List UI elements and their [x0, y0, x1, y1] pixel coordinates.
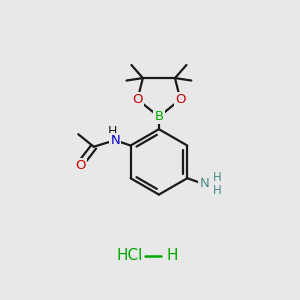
Text: HCl: HCl	[116, 248, 142, 263]
Text: H: H	[108, 125, 118, 138]
Text: B: B	[154, 110, 164, 123]
Text: O: O	[175, 93, 186, 106]
Text: O: O	[75, 159, 86, 172]
Text: N: N	[110, 134, 120, 147]
Text: H: H	[213, 184, 221, 196]
Text: H: H	[167, 248, 178, 263]
Text: H: H	[213, 170, 221, 184]
Text: O: O	[132, 93, 143, 106]
Text: N: N	[199, 177, 209, 190]
